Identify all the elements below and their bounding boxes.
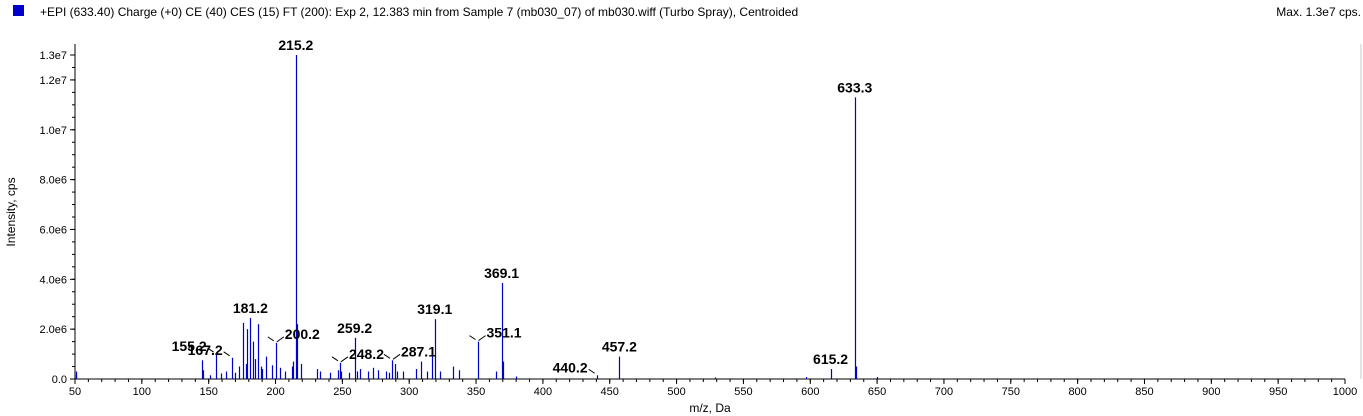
x-tick-label: 500 [667, 386, 685, 398]
peak-label: 615.2 [813, 351, 848, 367]
x-tick-label: 750 [1002, 386, 1020, 398]
y-tick-label: 0.0 [52, 374, 67, 386]
x-tick-label: 700 [935, 386, 953, 398]
peak-label: 248.2 [349, 346, 384, 362]
peak-label-leader [276, 336, 285, 343]
peak-label-leader [340, 356, 349, 363]
peak-label: 351.1 [487, 325, 522, 341]
x-tick-label: 600 [801, 386, 819, 398]
x-tick-label: 800 [1068, 386, 1086, 398]
x-tick-label: 400 [534, 386, 552, 398]
peak-label-leader [223, 351, 230, 357]
peak-label: 155.2 [172, 338, 207, 354]
series-color-swatch[interactable] [13, 5, 24, 16]
peak-label: 200.2 [285, 326, 320, 342]
peak-label-leader [383, 353, 391, 359]
x-tick-label: 200 [266, 386, 284, 398]
x-tick-label: 300 [400, 386, 418, 398]
y-tick-label: 1.2e7 [39, 75, 67, 87]
x-tick-label: 150 [200, 386, 218, 398]
peaks-layer [75, 55, 879, 379]
peak-label: 259.2 [337, 320, 372, 336]
y-tick-label: 8.0e6 [39, 175, 67, 187]
peak-label-leader [207, 347, 214, 353]
peak-label: 167.2 [188, 342, 223, 358]
y-tick-label: 1.3e7 [39, 50, 67, 62]
peak-label-leader [469, 335, 476, 341]
y-tick-label: 1.0e7 [39, 125, 67, 137]
y-tick-label: 6.0e6 [39, 224, 67, 236]
peak-label: 181.2 [233, 300, 268, 316]
peak-label-leader [588, 368, 595, 374]
y-axis-title: Intensity, cps [4, 177, 18, 246]
x-tick-label: 650 [868, 386, 886, 398]
peak-label: 287.1 [401, 343, 436, 359]
peak-label: 633.3 [837, 79, 872, 95]
x-tick-label: 550 [734, 386, 752, 398]
peak-label: 440.2 [553, 359, 588, 375]
x-tick-label: 950 [1269, 386, 1287, 398]
peak-label-leader [392, 353, 401, 360]
x-axis-title: m/z, Da [689, 401, 731, 415]
y-tick-label: 2.0e6 [39, 324, 67, 336]
x-tick-label: 450 [601, 386, 619, 398]
axes-layer: 0.0 2.0e6 4.0e6 6.0e6 8.0e6 1.0e7 1.2e7 1.3e7 50… [39, 44, 1362, 398]
peak-label-leader [267, 336, 275, 342]
peak-label: 369.1 [484, 265, 519, 281]
spectrum-title: +EPI (633.40) Charge (+0) CE (40) CES (1… [40, 5, 799, 19]
peak-label-leader [478, 335, 486, 342]
x-tick-label: 350 [467, 386, 485, 398]
peak-label: 319.1 [417, 301, 452, 317]
x-tick-label: 850 [1135, 386, 1153, 398]
x-tick-label: 900 [1202, 386, 1220, 398]
y-tick-label: 4.0e6 [39, 274, 67, 286]
x-tick-label: 100 [133, 386, 151, 398]
peak-label: 215.2 [278, 37, 313, 53]
spectrum-header: +EPI (633.40) Charge (+0) CE (40) CES (1… [0, 0, 1363, 24]
max-intensity-label: Max. 1.3e7 cps. [1276, 5, 1361, 19]
peak-label: 457.2 [602, 339, 637, 355]
x-tick-label: 1000 [1333, 386, 1357, 398]
x-tick-label: 250 [333, 386, 351, 398]
x-tick-label: 50 [69, 386, 81, 398]
peak-label-leader [331, 356, 339, 362]
